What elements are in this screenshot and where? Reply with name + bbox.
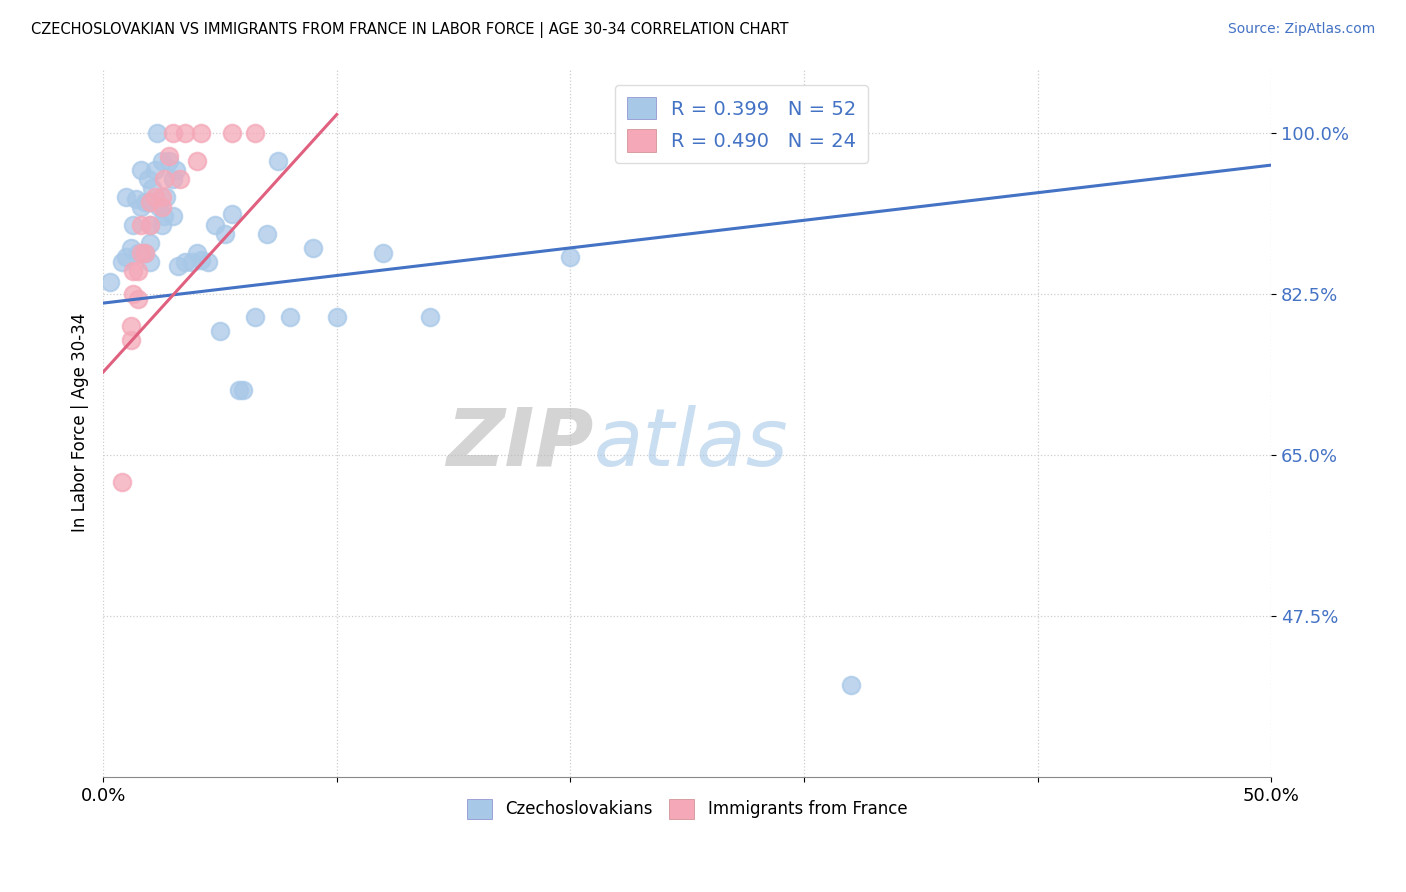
Point xyxy=(139,218,162,232)
Point xyxy=(243,126,266,140)
Point xyxy=(162,126,184,140)
Point xyxy=(162,172,184,186)
Point xyxy=(136,172,159,186)
Point xyxy=(165,162,187,177)
Point xyxy=(155,190,177,204)
Point xyxy=(221,126,243,140)
Point xyxy=(157,153,180,168)
Point xyxy=(302,241,325,255)
Legend: Czechoslovakians, Immigrants from France: Czechoslovakians, Immigrants from France xyxy=(460,793,914,825)
Point xyxy=(256,227,278,241)
Point xyxy=(208,324,231,338)
Point xyxy=(122,286,145,301)
Point xyxy=(125,192,148,206)
Point xyxy=(129,245,152,260)
Point xyxy=(139,254,162,268)
Point xyxy=(190,126,212,140)
Point xyxy=(186,153,208,168)
Point xyxy=(157,149,180,163)
Point xyxy=(278,310,301,324)
Point xyxy=(153,172,176,186)
Point xyxy=(186,245,208,260)
Point xyxy=(134,194,156,209)
Point xyxy=(839,678,862,692)
Point xyxy=(150,200,173,214)
Point xyxy=(153,209,176,223)
Point xyxy=(150,153,173,168)
Point xyxy=(221,207,243,221)
Point xyxy=(129,218,152,232)
Point xyxy=(419,310,441,324)
Point xyxy=(139,194,162,209)
Point xyxy=(243,310,266,324)
Point xyxy=(173,254,195,268)
Point xyxy=(146,126,169,140)
Point xyxy=(169,172,191,186)
Text: atlas: atlas xyxy=(593,405,789,483)
Point xyxy=(373,245,395,260)
Y-axis label: In Labor Force | Age 30-34: In Labor Force | Age 30-34 xyxy=(72,313,89,533)
Point xyxy=(139,218,162,232)
Point xyxy=(120,333,142,347)
Point xyxy=(150,218,173,232)
Point xyxy=(325,310,347,324)
Point xyxy=(139,236,162,251)
Point xyxy=(190,252,212,267)
Point xyxy=(197,254,219,268)
Point xyxy=(111,254,134,268)
Point xyxy=(127,264,149,278)
Point xyxy=(173,126,195,140)
Point xyxy=(129,200,152,214)
Point xyxy=(180,254,202,268)
Point xyxy=(148,200,170,214)
Point xyxy=(267,153,290,168)
Point xyxy=(98,275,121,289)
Point xyxy=(560,250,582,264)
Point xyxy=(150,190,173,204)
Point xyxy=(111,475,134,490)
Point xyxy=(162,209,184,223)
Point xyxy=(167,260,190,274)
Point xyxy=(127,245,149,260)
Point xyxy=(134,245,156,260)
Point xyxy=(127,292,149,306)
Point xyxy=(134,245,156,260)
Point xyxy=(232,384,254,398)
Point xyxy=(129,162,152,177)
Point xyxy=(143,190,166,204)
Text: CZECHOSLOVAKIAN VS IMMIGRANTS FROM FRANCE IN LABOR FORCE | AGE 30-34 CORRELATION: CZECHOSLOVAKIAN VS IMMIGRANTS FROM FRANC… xyxy=(31,22,789,38)
Point xyxy=(228,384,250,398)
Point xyxy=(120,241,142,255)
Point xyxy=(115,190,138,204)
Point xyxy=(214,227,236,241)
Text: Source: ZipAtlas.com: Source: ZipAtlas.com xyxy=(1227,22,1375,37)
Point xyxy=(139,194,162,209)
Point xyxy=(115,250,138,264)
Point xyxy=(122,218,145,232)
Text: ZIP: ZIP xyxy=(446,405,593,483)
Point xyxy=(143,162,166,177)
Point xyxy=(120,319,142,334)
Point xyxy=(204,218,226,232)
Point xyxy=(141,181,163,195)
Point xyxy=(122,264,145,278)
